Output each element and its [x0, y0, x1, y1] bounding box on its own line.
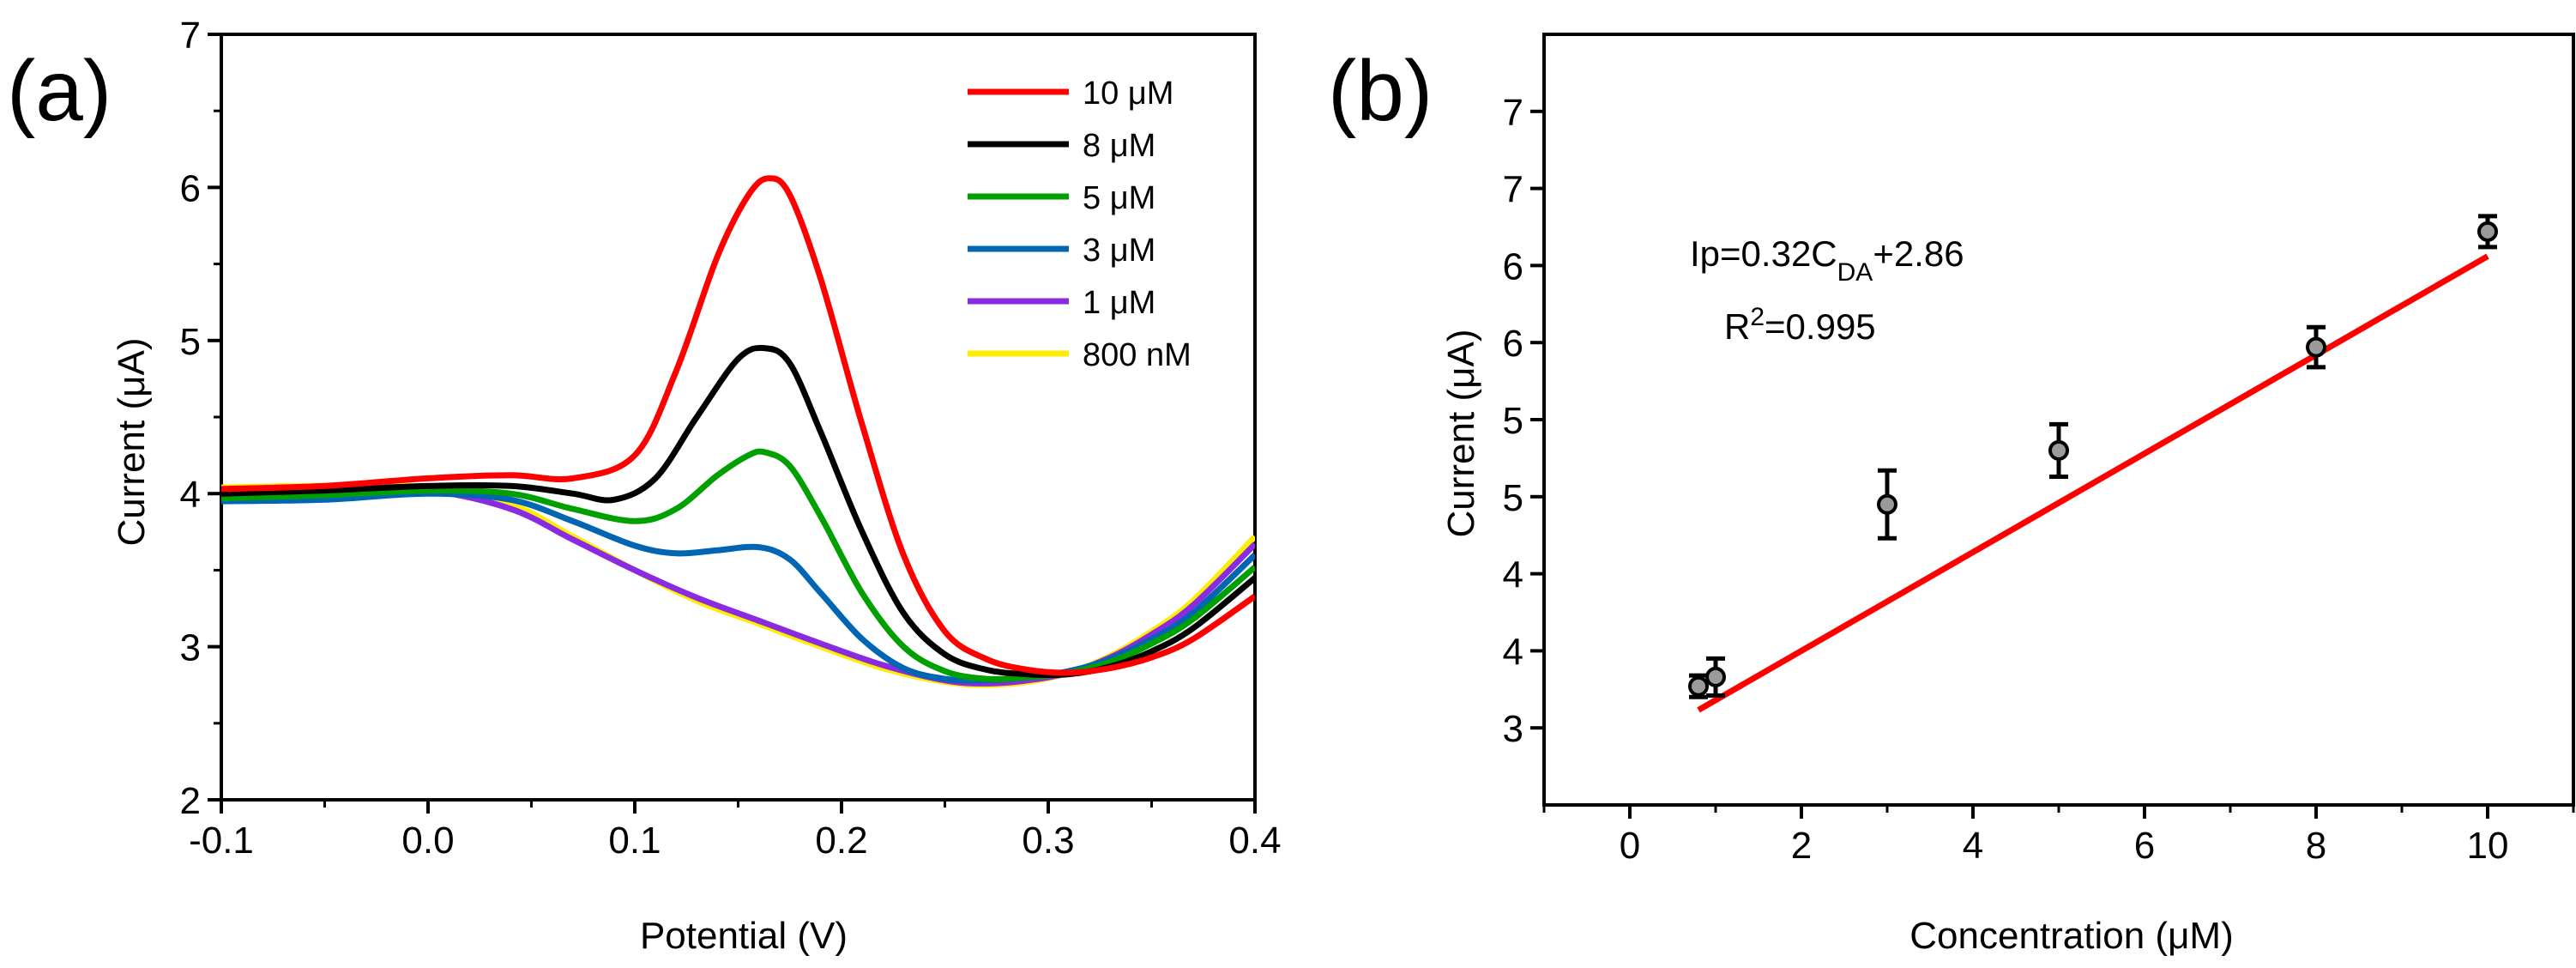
panel-b-x-axis-title: Concentration (μM): [1909, 915, 2233, 957]
panel-a-y-tick-label: 2: [180, 780, 201, 822]
fit-r-squared: R2=0.995: [1724, 303, 1876, 348]
panel-b-y-tick-label: 7: [1503, 169, 1523, 211]
panel-a-label: (a): [7, 43, 112, 139]
legend-label-10-m: 10 μM: [1083, 76, 1173, 112]
legend-label-800-nm: 800 nM: [1083, 337, 1191, 373]
panel-b-y-tick-label: 5: [1503, 400, 1523, 442]
linear-fit-line: [1697, 253, 2489, 713]
data-point: [1877, 493, 1897, 515]
panel-b-y-tick-label: 4: [1503, 554, 1523, 596]
panel-b-y-tick-label: 6: [1503, 245, 1523, 287]
legend-label-1-m: 1 μM: [1083, 285, 1155, 321]
panel-a-x-tick-label: 0.0: [401, 820, 454, 862]
fit-equation-main: Ip=0.32C: [1690, 233, 1837, 274]
data-point: [1688, 675, 1709, 697]
data-point: [1705, 666, 1726, 687]
panel-b-x-tick-label: 2: [1791, 825, 1812, 867]
panel-b-plot-area: 0 2 4 6 8 10 3 4 4 5 5 6 6 7 7: [1503, 33, 2575, 867]
series-line-10-m: [221, 175, 1255, 676]
panel-a-y-tick-label: 6: [180, 167, 201, 209]
panel-b-x-tick-label: 8: [2306, 825, 2326, 867]
panel-b-y-tick-label: 6: [1503, 323, 1523, 365]
panel-b-y-tick-label: 7: [1503, 92, 1523, 134]
series-line-3-m: [221, 490, 1255, 684]
panel-a-x-tick-label: 0.4: [1228, 820, 1281, 862]
series-line-1-m: [221, 485, 1255, 687]
panel-b-x-tick-label: 4: [1963, 825, 1983, 867]
panel-a-x-tick-label: 0.2: [815, 820, 867, 862]
r-squared-tail: =0.995: [1765, 306, 1876, 347]
data-point: [2306, 336, 2326, 358]
legend-label-8-m: 8 μM: [1083, 128, 1155, 164]
fit-equation: Ip=0.32CDA+2.86: [1690, 233, 1964, 287]
series-line-800-nm: [221, 482, 1255, 688]
panel-b-y-axis-title: Current (μA): [1440, 330, 1482, 538]
panel-a-plot-area: -0.1 0.0 0.1 0.2 0.3 0.4 2 3 4 5 6 7: [180, 15, 1282, 862]
panel-a-y-tick-label: 7: [180, 15, 201, 57]
panel-a-x-tick-label: 0.3: [1022, 820, 1074, 862]
data-point: [2048, 439, 2069, 461]
r-squared-superscript: 2: [1750, 303, 1765, 331]
panel-b-label: (b): [1328, 43, 1433, 139]
panel-b-x-tick-label: 0: [1620, 825, 1640, 867]
panel-a-legend: 10 μM 8 μM 5 μM 3 μM 1 μM 800 nM: [968, 76, 1191, 373]
panel-b-y-tick-label: 3: [1503, 708, 1523, 750]
fit-equation-tail: +2.86: [1873, 233, 1964, 274]
panel-a-y-axis-title: Current (μA): [111, 338, 153, 547]
r-squared-main: R: [1724, 306, 1750, 347]
data-point: [2477, 221, 2498, 242]
panel-a-line-chart: (a) -0.1 0.0 0.1 0.2 0.3 0.4 2 3 4 5 6 7 Potential …: [7, 15, 1282, 957]
series-line-8-m: [221, 344, 1255, 679]
panel-b-y-tick-label: 5: [1503, 477, 1523, 519]
panel-a-y-tick-label: 5: [180, 321, 201, 363]
panel-b-y-tick-label: 4: [1503, 631, 1523, 673]
panel-b-x-tick-label: 10: [2467, 825, 2509, 867]
panel-a-y-tick-label: 4: [180, 474, 201, 516]
legend-label-3-m: 3 μM: [1083, 233, 1155, 269]
legend-label-5-m: 5 μM: [1083, 180, 1155, 216]
panel-a-x-tick-label: 0.1: [608, 820, 661, 862]
fit-equation-subscript: DA: [1837, 258, 1873, 287]
panel-a-x-tick-label: -0.1: [189, 820, 254, 862]
panel-a-y-tick-label: 3: [180, 627, 201, 669]
panel-b-x-tick-label: 6: [2134, 825, 2155, 867]
panel-a-x-axis-title: Potential (V): [640, 915, 848, 957]
